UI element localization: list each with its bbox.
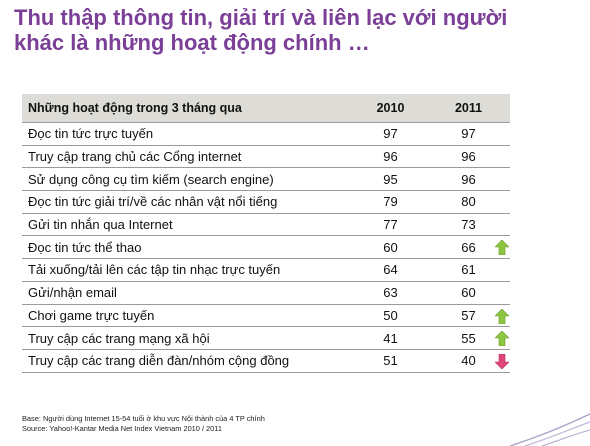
activity-cell: Đọc tin tức trực tuyến (22, 122, 354, 146)
value-2011-text: 60 (461, 285, 476, 301)
table-row: Truy cập các trang mạng xã hội 41 55 (22, 326, 510, 350)
value-2011-text: 96 (461, 149, 476, 165)
value-2011-text: 55 (461, 330, 476, 346)
value-2011-text: 66 (461, 239, 476, 255)
title-line-1: Thu thập thông tin, giải trí và liên lạc… (14, 5, 508, 30)
value-2011-cell: 96 (427, 167, 510, 192)
table-row: Truy cập trang chủ các Cổng internet 96 96 (22, 145, 510, 169)
value-2011-cell: 60 (427, 281, 510, 305)
table-row: Chơi game trực tuyến 50 57 (22, 304, 510, 328)
activity-cell: Truy cập các trang diễn đàn/nhóm cộng đồ… (22, 349, 354, 373)
value-2011-cell: 57 (427, 304, 510, 328)
activity-table: Những hoạt động trong 3 tháng qua 2010 2… (22, 94, 510, 373)
activity-cell: Truy cập các trang mạng xã hội (22, 326, 354, 350)
table-row: Gửi/nhận email 63 60 (22, 281, 510, 305)
activity-cell: Sử dụng công cụ tìm kiếm (search engine) (22, 167, 354, 192)
table-row: Đọc tin tức giải trí/về các nhân vật nổi… (22, 190, 510, 214)
decorative-swirl (509, 413, 590, 446)
value-2010-cell: 63 (354, 281, 427, 305)
arrow-down-icon (495, 353, 509, 369)
value-2011-cell: 66 (427, 235, 510, 260)
header-activity: Những hoạt động trong 3 tháng qua (22, 94, 354, 123)
arrow-up-icon (495, 331, 509, 347)
value-2011-text: 40 (461, 353, 476, 369)
value-2011-text: 80 (461, 194, 476, 210)
slide-title: Thu thập thông tin, giải trí và liên lạc… (14, 5, 580, 55)
value-2011-text: 96 (461, 171, 476, 187)
value-2011-cell: 73 (427, 213, 510, 237)
value-2011-cell: 40 (427, 349, 510, 373)
value-2011-cell: 55 (427, 326, 510, 350)
value-2010-cell: 77 (354, 213, 427, 237)
value-2010-cell: 79 (354, 190, 427, 214)
footnote-base: Base: Người dùng Internet 15-54 tuổi ở k… (22, 414, 265, 423)
header-row: Những hoạt động trong 3 tháng qua 2010 2… (22, 94, 510, 123)
header-2011: 2011 (427, 94, 510, 123)
value-2010-cell: 60 (354, 235, 427, 260)
activity-cell: Chơi game trực tuyến (22, 304, 354, 328)
footnote-source: Source: Yahoo!-Kantar Media Net Index Vi… (22, 424, 222, 433)
value-2011-text: 61 (461, 262, 476, 278)
activity-cell: Truy cập trang chủ các Cổng internet (22, 145, 354, 169)
arrow-up-icon (495, 240, 509, 256)
activity-cell: Đọc tin tức giải trí/về các nhân vật nổi… (22, 190, 354, 214)
table-row: Đọc tin tức thể thao 60 66 (22, 235, 510, 260)
table-row: Gửi tin nhắn qua Internet 77 73 (22, 213, 510, 237)
activity-cell: Gửi/nhận email (22, 281, 354, 305)
value-2011-cell: 97 (427, 122, 510, 146)
value-2011-text: 73 (461, 217, 476, 233)
header-2010: 2010 (354, 94, 427, 123)
table-row: Tải xuống/tải lên các tập tin nhạc trực … (22, 258, 510, 282)
table-row: Sử dụng công cụ tìm kiếm (search engine)… (22, 167, 510, 192)
table-body: Đọc tin tức trực tuyến 97 97 Truy cập trang… (22, 122, 510, 373)
activity-cell: Đọc tin tức thể thao (22, 235, 354, 260)
footnote: Base: Người dùng Internet 15-54 tuổi ở k… (22, 414, 265, 434)
value-2010-cell: 50 (354, 304, 427, 328)
arrow-up-icon (495, 308, 509, 324)
value-2010-cell: 95 (354, 167, 427, 192)
table-row: Truy cập các trang diễn đàn/nhóm cộng đồ… (22, 349, 510, 373)
table-header: Những hoạt động trong 3 tháng qua 2010 2… (22, 94, 510, 123)
value-2010-cell: 96 (354, 145, 427, 169)
activity-cell: Tải xuống/tải lên các tập tin nhạc trực … (22, 258, 354, 282)
value-2011-cell: 80 (427, 190, 510, 214)
title-line-2: khác là những hoạt động chính … (14, 30, 370, 55)
table-row: Đọc tin tức trực tuyến 97 97 (22, 122, 510, 146)
value-2011-cell: 96 (427, 145, 510, 169)
value-2010-cell: 41 (354, 326, 427, 350)
value-2011-text: 57 (461, 307, 476, 323)
value-2011-text: 97 (461, 126, 476, 142)
value-2010-cell: 51 (354, 349, 427, 373)
value-2011-cell: 61 (427, 258, 510, 282)
value-2010-cell: 97 (354, 122, 427, 146)
activity-cell: Gửi tin nhắn qua Internet (22, 213, 354, 237)
activity-table-container: Những hoạt động trong 3 tháng qua 2010 2… (22, 94, 510, 373)
value-2010-cell: 64 (354, 258, 427, 282)
